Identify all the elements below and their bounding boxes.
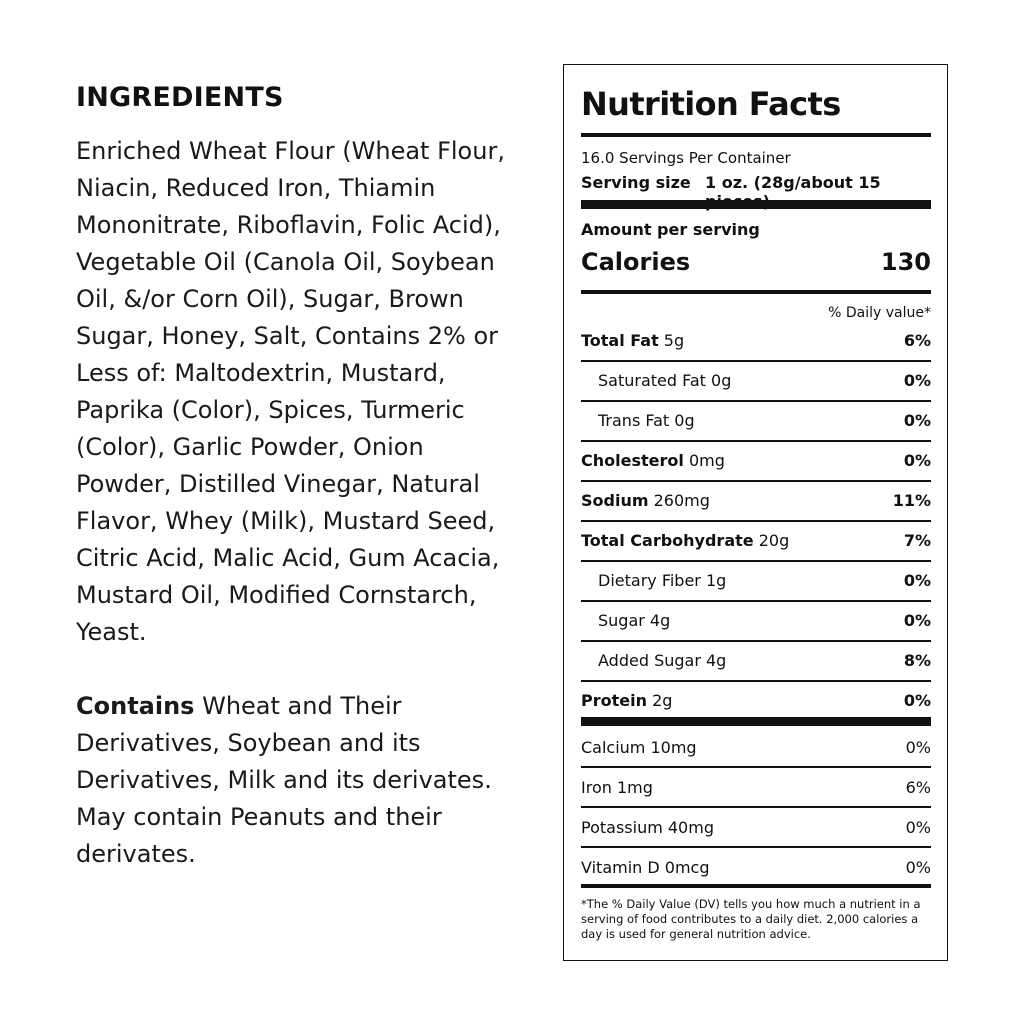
vitamin-row: Iron 1mg 6% (581, 778, 931, 800)
nutrient-label: Cholesterol 0mg (581, 451, 725, 470)
nutrition-facts-label: Nutrition Facts 16.0 Servings Per Contai… (563, 64, 948, 961)
nutrient-daily-value: 0% (903, 411, 931, 430)
divider (581, 766, 931, 768)
nutrient-amount: 5g (658, 331, 685, 350)
nutrient-name: Dietary Fiber (598, 571, 701, 590)
divider (581, 600, 931, 602)
ingredients-title: INGREDIENTS (76, 82, 284, 113)
nutrient-row: Protein 2g 0% (581, 691, 931, 713)
divider (581, 717, 931, 726)
nutrient-label: Trans Fat 0g (581, 411, 695, 430)
nutrient-amount: 20g (753, 531, 790, 550)
nutrient-name: Saturated Fat (598, 371, 706, 390)
nutrient-row: Dietary Fiber 1g 0% (581, 571, 931, 593)
vitamin-label: Potassium 40mg (581, 818, 714, 837)
nutrient-label: Added Sugar 4g (581, 651, 726, 670)
divider (581, 200, 931, 209)
nutrient-daily-value: 7% (903, 531, 931, 550)
nutrient-amount: 1g (700, 571, 727, 590)
divider (581, 440, 931, 442)
vitamin-daily-value: 0% (905, 858, 931, 877)
vitamin-row: Calcium 10mg 0% (581, 738, 931, 760)
nutrient-label: Saturated Fat 0g (581, 371, 731, 390)
divider (581, 806, 931, 808)
nutrient-name: Sugar (598, 611, 645, 630)
nutrient-label: Sugar 4g (581, 611, 670, 630)
amount-per-serving: Amount per serving (581, 220, 760, 239)
nutrient-label: Protein 2g (581, 691, 672, 710)
nutrient-amount: 0g (705, 371, 732, 390)
nutrient-amount: 4g (644, 611, 671, 630)
calories-row: Calories 130 (581, 248, 931, 276)
nutrient-row: Total Carbohydrate 20g 7% (581, 531, 931, 553)
nutrient-row: Total Fat 5g 6% (581, 331, 931, 353)
nutrient-row: Cholesterol 0mg 0% (581, 451, 931, 473)
nutrient-amount: 0g (669, 411, 695, 430)
nutrient-name: Total Carbohydrate (581, 531, 754, 550)
nutrient-daily-value: 0% (903, 371, 931, 390)
nutrient-label: Total Carbohydrate 20g (581, 531, 789, 550)
nutrient-daily-value: 11% (892, 491, 931, 510)
divider (581, 846, 931, 848)
nutrient-row: Trans Fat 0g 0% (581, 411, 931, 433)
divider (581, 560, 931, 562)
nutrient-daily-value: 8% (903, 651, 931, 670)
vitamin-daily-value: 0% (905, 818, 931, 837)
nutrient-daily-value: 6% (903, 331, 931, 350)
nutrient-row: Saturated Fat 0g 0% (581, 371, 931, 393)
divider (581, 400, 931, 402)
vitamin-daily-value: 0% (905, 738, 931, 757)
serving-size-label: Serving size (581, 173, 691, 192)
nutrient-amount: 2g (646, 691, 673, 710)
servings-per-container: 16.0 Servings Per Container (581, 149, 791, 167)
nutrition-title: Nutrition Facts (581, 85, 841, 123)
divider (581, 290, 931, 294)
calories-value: 130 (880, 248, 931, 276)
vitamin-row: Vitamin D 0mcg 0% (581, 858, 931, 880)
contains-label: Contains (76, 692, 195, 720)
ingredients-section: INGREDIENTS Enriched Wheat Flour (Wheat … (76, 82, 516, 873)
vitamin-daily-value: 6% (905, 778, 931, 797)
nutrient-name: Trans Fat (598, 411, 670, 430)
divider (581, 133, 931, 137)
nutrient-daily-value: 0% (903, 571, 931, 590)
divider (581, 480, 931, 482)
ingredients-text: Enriched Wheat Flour (Wheat Flour, Niaci… (76, 137, 505, 646)
nutrient-amount: 4g (700, 651, 727, 670)
nutrient-name: Cholesterol (581, 451, 684, 470)
nutrient-label: Sodium 260mg (581, 491, 710, 510)
allergen-statement: Contains Wheat and Their Derivatives, So… (76, 688, 516, 873)
nutrient-name: Total Fat (581, 331, 659, 350)
nutrient-name: Sodium (581, 491, 649, 510)
divider (581, 640, 931, 642)
nutrient-daily-value: 0% (903, 611, 931, 630)
serving-size: Serving size 1 oz. (28g/about 15 pieces) (581, 173, 931, 211)
vitamin-label: Vitamin D 0mcg (581, 858, 710, 877)
nutrient-row: Sodium 260mg 11% (581, 491, 931, 513)
divider (581, 520, 931, 522)
vitamin-label: Iron 1mg (581, 778, 653, 797)
contains-text: Wheat and Their Derivatives, Soybean and… (76, 692, 492, 868)
nutrient-name: Protein (581, 691, 647, 710)
vitamin-label: Calcium 10mg (581, 738, 697, 757)
nutrient-label: Dietary Fiber 1g (581, 571, 726, 590)
divider (581, 884, 931, 888)
divider (581, 360, 931, 362)
nutrient-name: Added Sugar (598, 651, 701, 670)
daily-value-footnote: *The % Daily Value (DV) tells you how mu… (581, 897, 921, 941)
nutrient-daily-value: 0% (903, 691, 931, 710)
daily-value-header: % Daily value* (828, 305, 931, 321)
nutrient-amount: 260mg (648, 491, 710, 510)
vitamin-row: Potassium 40mg 0% (581, 818, 931, 840)
nutrient-daily-value: 0% (903, 451, 931, 470)
nutrient-amount: 0mg (683, 451, 725, 470)
calories-label: Calories (581, 248, 691, 276)
nutrient-row: Added Sugar 4g 8% (581, 651, 931, 673)
divider (581, 680, 931, 682)
nutrient-label: Total Fat 5g (581, 331, 684, 350)
nutrient-row: Sugar 4g 0% (581, 611, 931, 633)
